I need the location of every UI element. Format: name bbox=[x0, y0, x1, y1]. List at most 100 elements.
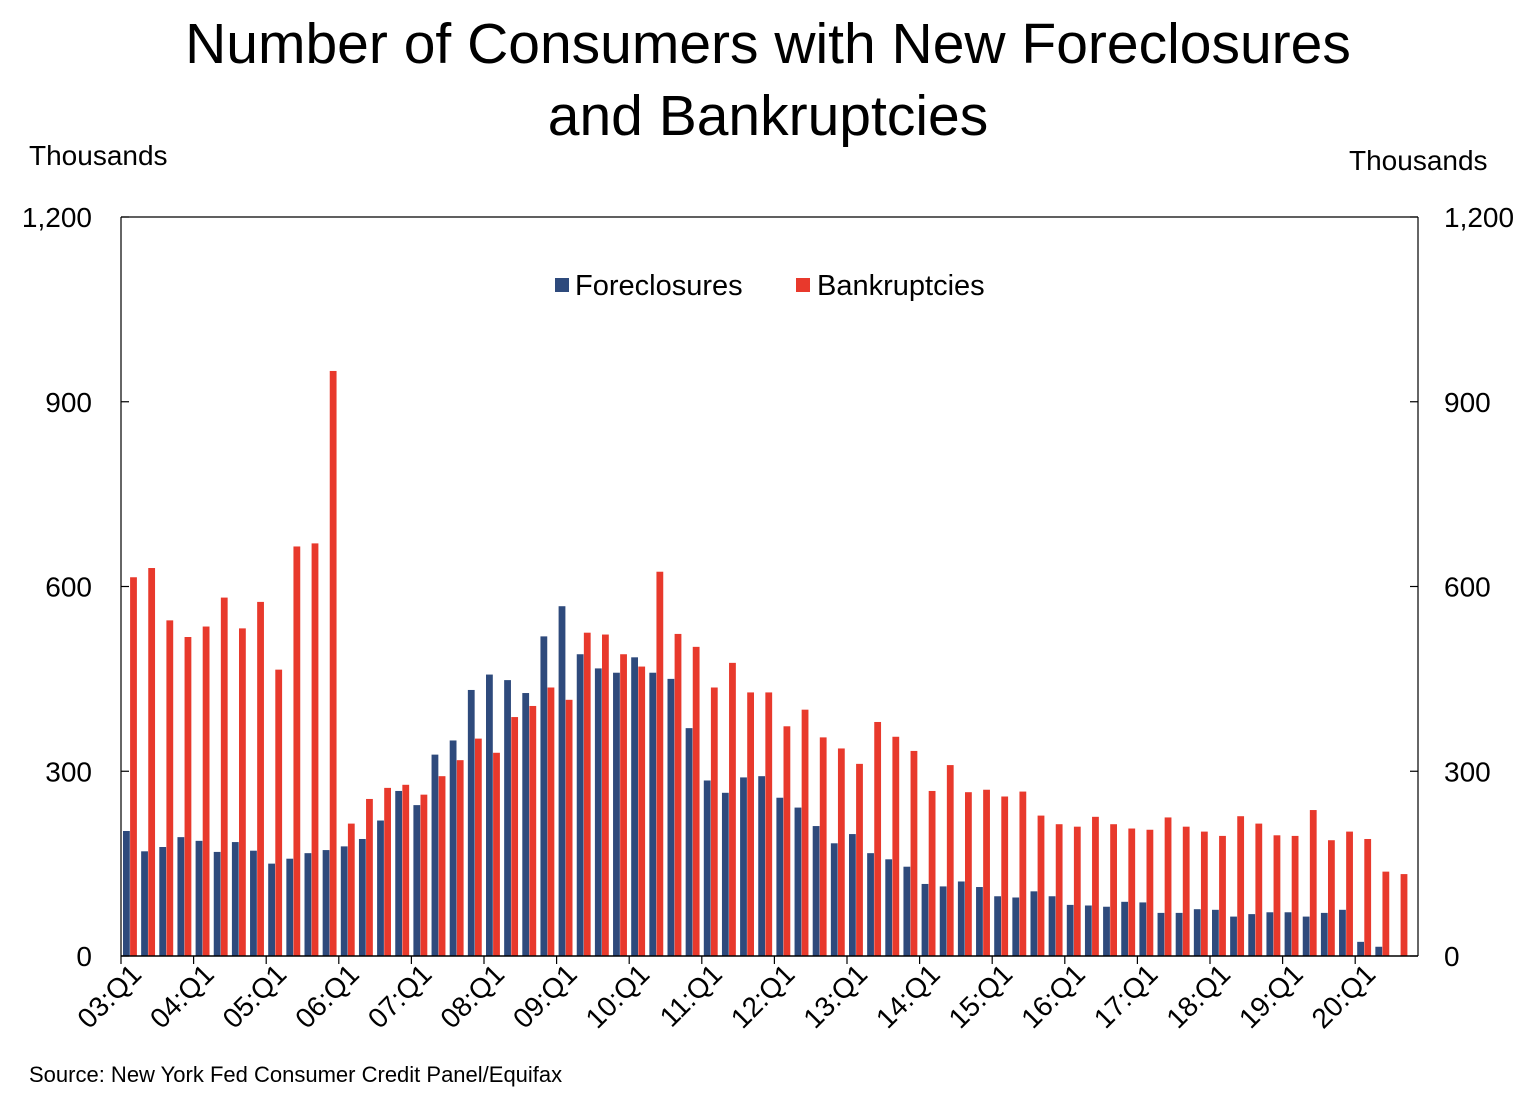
x-tick-label: 17:Q1 bbox=[1088, 958, 1164, 1034]
bar-bankruptcies-20-q3 bbox=[1400, 874, 1408, 956]
bar-bankruptcies-14-q1 bbox=[928, 790, 936, 956]
bar-bankruptcies-04-q1 bbox=[202, 626, 210, 956]
bar-foreclosures-07-q4 bbox=[467, 689, 475, 956]
bar-foreclosures-10-q3 bbox=[667, 678, 675, 957]
bar-foreclosures-15-q1 bbox=[994, 896, 1001, 956]
bar-foreclosures-06-q4 bbox=[395, 790, 403, 956]
x-tick-label: 04:Q1 bbox=[144, 958, 220, 1034]
bar-bankruptcies-08-q3 bbox=[529, 705, 537, 956]
bar-bankruptcies-03-q3 bbox=[166, 620, 174, 956]
bar-foreclosures-07-q3 bbox=[449, 740, 457, 956]
bar-foreclosures-04-q3 bbox=[231, 842, 239, 956]
bar-foreclosures-16-q4 bbox=[1121, 901, 1129, 956]
bar-bankruptcies-12-q3 bbox=[819, 737, 827, 956]
bar-foreclosures-06-q1 bbox=[340, 846, 348, 956]
bar-bankruptcies-08-q1 bbox=[493, 752, 500, 956]
x-tick-label: 16:Q1 bbox=[1015, 958, 1091, 1034]
bar-bankruptcies-20-q1 bbox=[1364, 838, 1372, 956]
bar-foreclosures-11-q2 bbox=[721, 792, 729, 956]
bar-foreclosures-10-q2 bbox=[649, 672, 657, 956]
bar-foreclosures-17-q1 bbox=[1139, 902, 1147, 956]
bar-bankruptcies-20-q2 bbox=[1382, 871, 1390, 956]
bar-foreclosures-09-q2 bbox=[576, 654, 584, 956]
x-tick-label: 13:Q1 bbox=[797, 958, 873, 1034]
bar-bankruptcies-12-q2 bbox=[801, 709, 809, 956]
bars-group bbox=[123, 370, 1408, 957]
chart-title: Number of Consumers with New Foreclosure… bbox=[0, 8, 1536, 152]
bar-foreclosures-11-q4 bbox=[758, 776, 766, 956]
bar-foreclosures-16-q2 bbox=[1084, 905, 1092, 956]
legend: Foreclosures Bankruptcies bbox=[555, 270, 985, 302]
bar-bankruptcies-16-q1 bbox=[1073, 826, 1081, 956]
bar-foreclosures-08-q1 bbox=[486, 674, 493, 956]
bar-bankruptcies-15-q1 bbox=[1001, 796, 1009, 956]
y-tick-label-right: 600 bbox=[1444, 572, 1491, 603]
bar-bankruptcies-18-q3 bbox=[1255, 823, 1263, 956]
bar-foreclosures-18-q1 bbox=[1212, 909, 1219, 956]
y-tick-label-right: 300 bbox=[1444, 756, 1491, 787]
bar-bankruptcies-18-q2 bbox=[1237, 816, 1245, 956]
y-tick-label-right: 1,200 bbox=[1444, 202, 1514, 233]
bar-bankruptcies-19-q2 bbox=[1309, 810, 1317, 956]
bar-bankruptcies-03-q2 bbox=[148, 568, 156, 956]
bar-foreclosures-03-q3 bbox=[159, 847, 167, 956]
bar-foreclosures-03-q1 bbox=[123, 830, 130, 956]
bar-foreclosures-03-q4 bbox=[177, 837, 185, 956]
bar-bankruptcies-19-q3 bbox=[1328, 840, 1335, 956]
bar-bankruptcies-09-q3 bbox=[602, 634, 609, 956]
y-tick-label-right: 0 bbox=[1444, 941, 1460, 972]
chart-title-line-2: and Bankruptcies bbox=[547, 84, 989, 148]
x-tick-label: 20:Q1 bbox=[1306, 958, 1382, 1034]
legend-label-bankruptcies: Bankruptcies bbox=[817, 270, 985, 302]
bar-foreclosures-11-q3 bbox=[740, 777, 747, 956]
x-tick-label: 06:Q1 bbox=[289, 958, 365, 1034]
bar-bankruptcies-09-q2 bbox=[583, 632, 591, 956]
bar-bankruptcies-05-q1 bbox=[275, 669, 283, 956]
bar-bankruptcies-06-q2 bbox=[366, 798, 373, 956]
bar-foreclosures-16-q1 bbox=[1066, 904, 1074, 956]
x-tick-label: 07:Q1 bbox=[362, 958, 438, 1034]
bar-foreclosures-13-q2 bbox=[867, 853, 874, 956]
bar-foreclosures-19-q4 bbox=[1339, 909, 1346, 956]
bar-bankruptcies-03-q4 bbox=[184, 637, 192, 956]
bar-bankruptcies-06-q3 bbox=[384, 787, 391, 956]
bar-foreclosures-04-q2 bbox=[213, 851, 221, 956]
bar-bankruptcies-05-q3 bbox=[311, 543, 319, 956]
bar-bankruptcies-04-q3 bbox=[239, 628, 246, 956]
bar-bankruptcies-10-q4 bbox=[692, 646, 700, 956]
bar-bankruptcies-17-q3 bbox=[1182, 826, 1190, 956]
bar-foreclosures-13-q3 bbox=[885, 859, 893, 956]
bar-foreclosures-14-q4 bbox=[976, 887, 983, 956]
bar-bankruptcies-11-q1 bbox=[710, 687, 718, 956]
bar-foreclosures-18-q2 bbox=[1230, 916, 1237, 956]
bar-bankruptcies-07-q1 bbox=[420, 794, 428, 956]
x-tick-label: 09:Q1 bbox=[507, 958, 583, 1034]
bar-foreclosures-19-q3 bbox=[1320, 912, 1328, 956]
x-tick-label: 08:Q1 bbox=[434, 958, 510, 1034]
bar-bankruptcies-16-q2 bbox=[1092, 816, 1099, 956]
bar-bankruptcies-11-q2 bbox=[729, 662, 736, 956]
bar-foreclosures-04-q1 bbox=[195, 840, 203, 956]
bar-bankruptcies-19-q1 bbox=[1291, 835, 1299, 956]
bar-bankruptcies-08-q2 bbox=[511, 717, 519, 956]
bar-bankruptcies-06-q4 bbox=[402, 784, 410, 956]
bar-foreclosures-13-q4 bbox=[903, 866, 911, 956]
x-tick-label: 18:Q1 bbox=[1160, 958, 1236, 1034]
legend-swatch-foreclosures bbox=[555, 278, 569, 292]
bar-foreclosures-10-q1 bbox=[631, 657, 638, 956]
bar-foreclosures-12-q2 bbox=[794, 807, 802, 956]
bar-foreclosures-15-q3 bbox=[1030, 891, 1038, 956]
bar-bankruptcies-10-q1 bbox=[638, 666, 646, 956]
bar-bankruptcies-07-q2 bbox=[438, 776, 446, 956]
bar-foreclosures-08-q4 bbox=[540, 636, 548, 956]
bar-foreclosures-14-q3 bbox=[957, 881, 965, 956]
bar-bankruptcies-16-q4 bbox=[1128, 828, 1136, 956]
bar-foreclosures-05-q2 bbox=[286, 858, 294, 956]
bar-foreclosures-05-q3 bbox=[304, 853, 312, 956]
bar-foreclosures-15-q4 bbox=[1048, 896, 1056, 956]
bar-foreclosures-07-q2 bbox=[431, 754, 439, 956]
bar-bankruptcies-13-q3 bbox=[892, 736, 900, 956]
bar-bankruptcies-16-q3 bbox=[1110, 824, 1117, 956]
bar-foreclosures-12-q1 bbox=[776, 797, 784, 956]
bar-foreclosures-03-q2 bbox=[141, 851, 148, 956]
